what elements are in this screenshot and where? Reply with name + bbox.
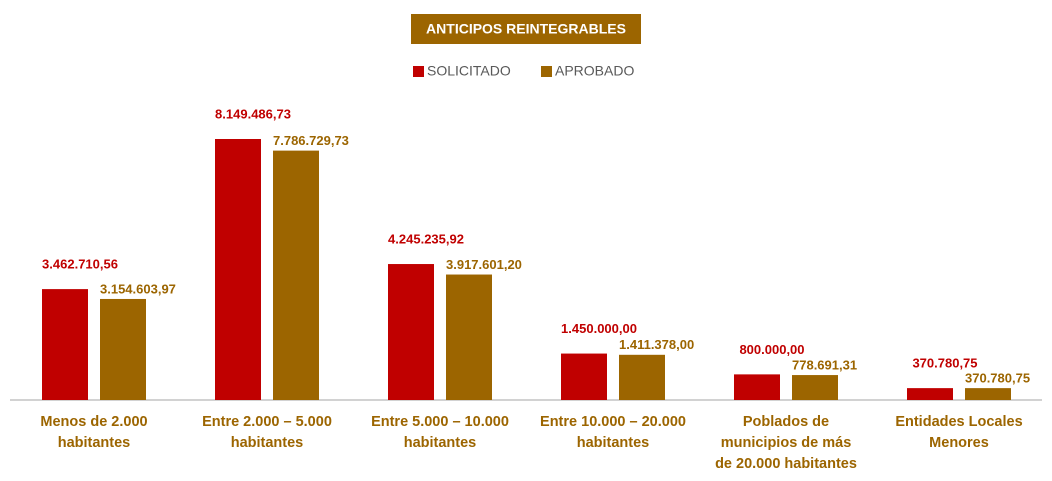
legend-swatch <box>413 66 424 77</box>
x-tick-label: Entre 2.000 – 5.000 habitantes <box>202 414 332 451</box>
data-label: 3.154.603,97 <box>100 281 176 296</box>
legend-label: SOLICITADO <box>427 63 511 79</box>
bar <box>100 298 146 400</box>
legend-label: APROBADO <box>555 63 634 79</box>
bar <box>446 274 492 400</box>
data-label: 1.450.000,00 <box>561 321 637 336</box>
x-tick-label: Entidades Locales Menores <box>895 414 1023 451</box>
data-label: 370.780,75 <box>965 371 1030 386</box>
bar <box>734 374 780 400</box>
data-label: 4.245.235,92 <box>388 231 464 246</box>
x-tick-label: Entre 10.000 – 20.000 habitantes <box>540 414 686 451</box>
title-box <box>411 14 641 44</box>
chart-title: ANTICIPOS REINTEGRABLES <box>426 21 626 37</box>
data-label: 3.917.601,20 <box>446 257 522 272</box>
data-label: 3.462.710,56 <box>42 257 118 272</box>
data-label: 800.000,00 <box>739 342 804 357</box>
bar <box>792 375 838 400</box>
bar <box>561 353 607 400</box>
data-label: 778.691,31 <box>792 357 857 372</box>
x-tick-label: Menos de 2.000 habitantes <box>40 414 148 451</box>
legend-swatch <box>541 66 552 77</box>
bar <box>42 289 88 400</box>
x-tick-label: Poblados de municipios de más de 20.000 … <box>715 414 857 472</box>
data-label: 7.786.729,73 <box>273 133 349 148</box>
bar <box>619 354 665 400</box>
bar <box>907 388 953 400</box>
bar <box>388 264 434 400</box>
bar <box>215 139 261 400</box>
bar <box>965 388 1011 400</box>
bar <box>273 150 319 400</box>
data-label: 1.411.378,00 <box>619 337 694 352</box>
x-tick-label: Entre 5.000 – 10.000 habitantes <box>371 414 509 451</box>
data-label: 8.149.486,73 <box>215 106 291 121</box>
data-label: 370.780,75 <box>912 356 977 371</box>
